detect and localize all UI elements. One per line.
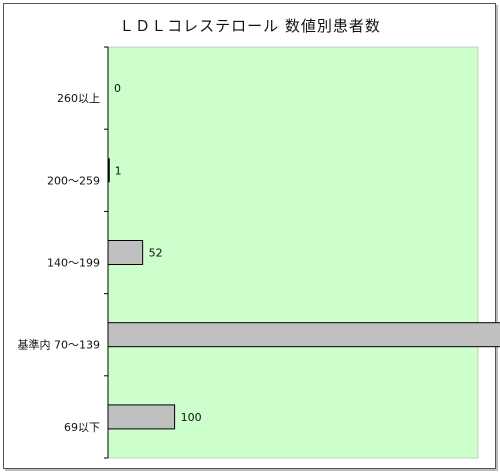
category-label: 140～199 (47, 257, 100, 270)
category-label: 260以上 (57, 92, 100, 105)
bar (107, 240, 144, 265)
data-label: 100 (181, 411, 202, 424)
data-label: 0 (114, 82, 121, 95)
chart-title: ＬＤＬコレステロール 数値別患者数 (119, 17, 381, 35)
bar (107, 322, 500, 348)
category-label: 200～259 (47, 174, 100, 187)
data-label: 52 (149, 247, 163, 260)
category-label: 基準内 70～139 (18, 338, 101, 352)
plot-area (107, 46, 479, 459)
bar (107, 404, 176, 430)
category-label: 69以下 (64, 421, 100, 434)
data-label: 1 (115, 164, 122, 177)
